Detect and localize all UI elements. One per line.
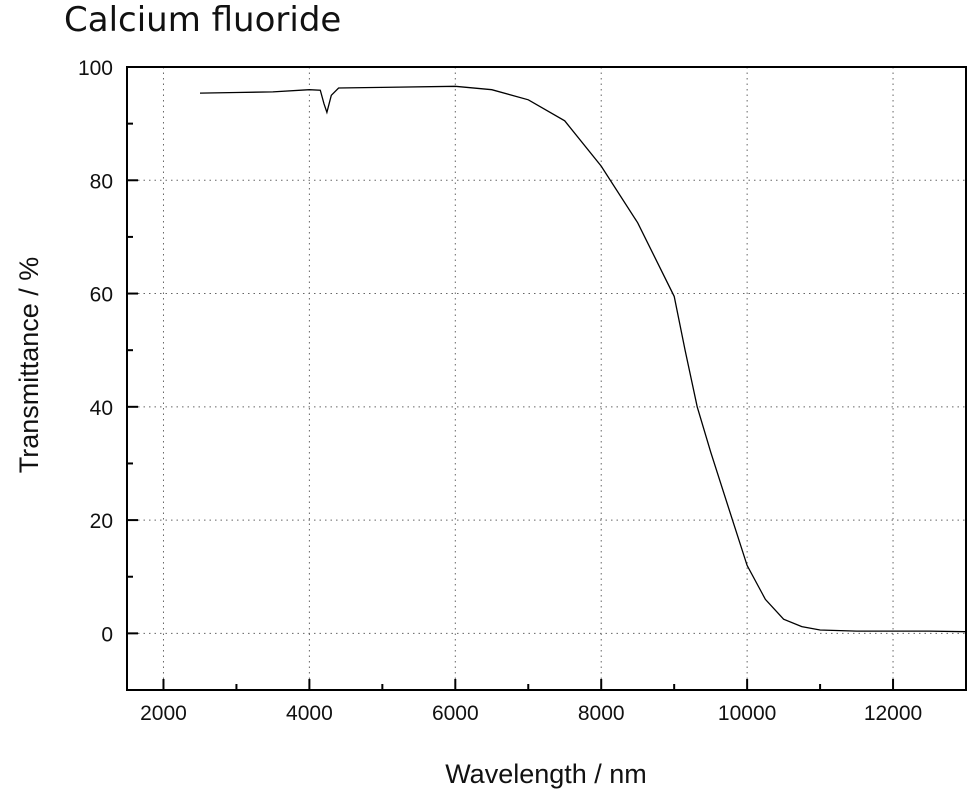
y-tick-label: 0	[101, 623, 113, 646]
y-axis-label: Transmittance / %	[14, 257, 44, 474]
x-tick-label: 8000	[578, 702, 625, 725]
y-tick-label: 40	[90, 397, 113, 420]
plot-frame	[126, 66, 967, 691]
y-tick-label: 80	[90, 170, 113, 193]
chart-title: Calcium fluoride	[64, 0, 342, 40]
x-tick-label: 4000	[286, 702, 333, 725]
ticks: 2000 4000 6000 8000 10000 12000 0 20 40 60 80 100	[78, 57, 967, 725]
y-tick-label: 20	[90, 510, 113, 533]
series-line	[199, 85, 967, 633]
x-tick-label: 12000	[864, 702, 922, 725]
x-tick-label: 2000	[140, 702, 187, 725]
grid	[127, 67, 966, 690]
x-axis-label: Wavelength / nm	[445, 759, 647, 789]
x-tick-label: 6000	[432, 702, 479, 725]
x-tick-label: 10000	[718, 702, 776, 725]
y-tick-label: 60	[90, 284, 113, 307]
y-tick-label: 100	[78, 57, 113, 80]
